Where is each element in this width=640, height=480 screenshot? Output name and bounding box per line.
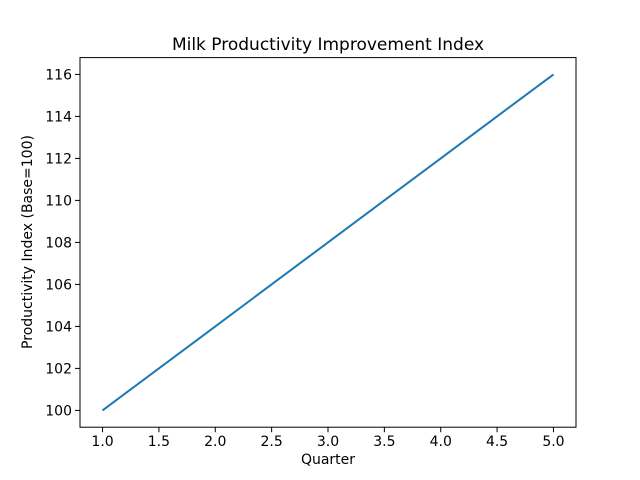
y-tick-label: 114 [45, 109, 72, 125]
x-tick-label: 3.0 [317, 434, 339, 450]
x-tick-label: 5.0 [542, 434, 564, 450]
y-tick-label: 104 [45, 319, 72, 335]
y-tick-label: 112 [45, 151, 72, 167]
chart-title: Milk Productivity Improvement Index [172, 35, 484, 55]
y-tick-label: 100 [45, 403, 72, 419]
series-line [101, 73, 555, 412]
y-tick-label: 116 [45, 67, 72, 83]
x-tick-label: 1.5 [148, 434, 170, 450]
x-tick-label: 2.0 [204, 434, 226, 450]
y-tick-label: 108 [45, 235, 72, 251]
x-tick-label: 4.5 [486, 434, 508, 450]
y-tick-label: 106 [45, 277, 72, 293]
x-tick-label: 2.5 [261, 434, 283, 450]
x-tick-label: 3.5 [373, 434, 395, 450]
y-tick-label: 102 [45, 361, 72, 377]
x-tick-label: 4.0 [430, 434, 452, 450]
x-tick-label: 1.0 [91, 434, 113, 450]
y-axis-label: Productivity Index (Base=100) [20, 135, 36, 349]
x-axis-label: Quarter [301, 452, 355, 468]
plot-area: 1.0 1.5 2.0 2.5 3.0 3.5 4.0 4.5 5.0 100 102 104 106 1… [45, 57, 577, 450]
y-tick-label: 110 [45, 193, 72, 209]
